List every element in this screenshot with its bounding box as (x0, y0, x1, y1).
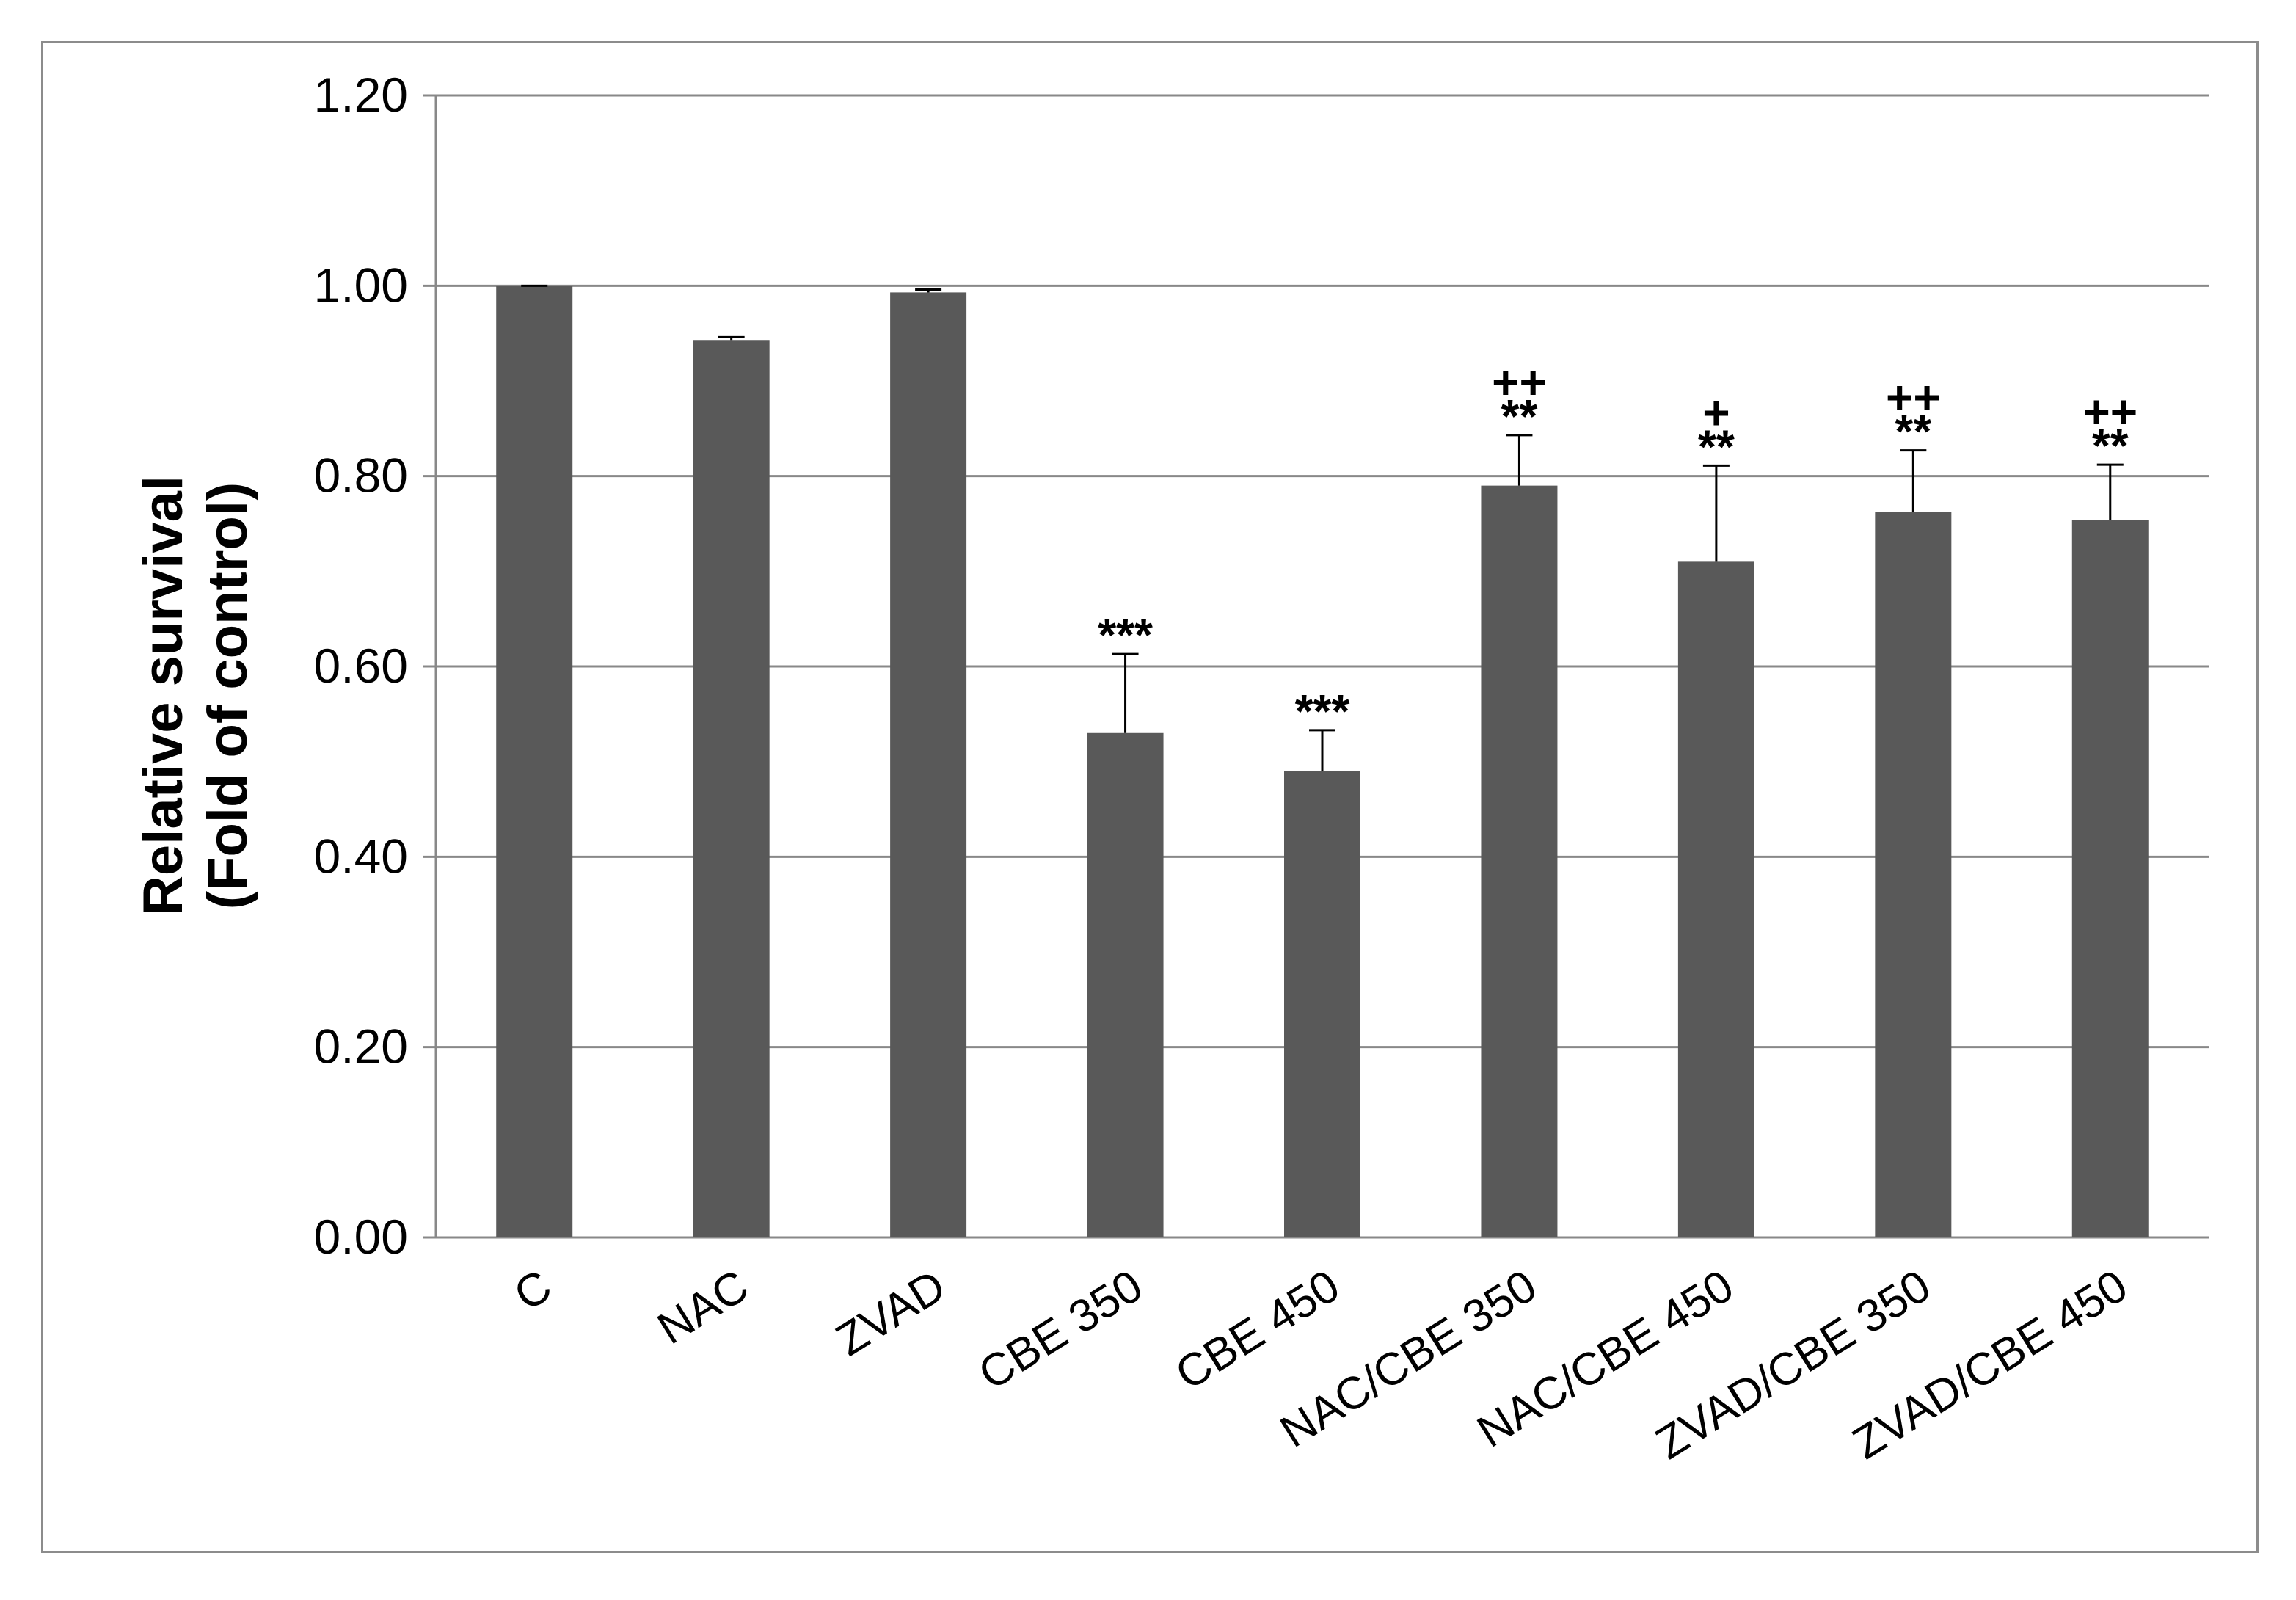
y-axis-label-line: (Fold of control) (197, 482, 259, 910)
bar (1087, 732, 1164, 1237)
bar (693, 340, 770, 1237)
significance-stars: *** (1098, 608, 1153, 661)
significance-plus: ++ (1492, 356, 1547, 409)
y-axis-label: Relative survival (Fold of control) (132, 476, 259, 916)
x-category-label: C (506, 1260, 561, 1320)
y-tick-label: 1.20 (314, 68, 408, 122)
bar (1284, 771, 1360, 1237)
bars (496, 286, 2149, 1238)
bar (496, 286, 573, 1237)
significance-plus: ++ (1886, 371, 1941, 424)
y-tick-label: 0.80 (314, 448, 408, 503)
significance-plus: ++ (2082, 385, 2138, 438)
y-axis-label-line: Relative survival (132, 476, 194, 916)
significance-stars: ** (2092, 419, 2129, 472)
bar (1677, 561, 1754, 1237)
x-category-label: CBE 350 (970, 1260, 1151, 1400)
significance-stars: ** (1698, 420, 1735, 473)
significance-stars: *** (1295, 685, 1350, 738)
bar (1481, 485, 1558, 1238)
y-tick-label: 0.00 (314, 1210, 408, 1264)
x-category-label: NAC (649, 1260, 758, 1354)
significance-markers: ********++**+ **++**++ (1098, 356, 2138, 738)
y-tick-label: 0.60 (314, 639, 408, 693)
x-category-label: CBE 450 (1167, 1260, 1348, 1400)
bar (1875, 512, 1952, 1237)
y-axis-ticks: 0.00 0.20 0.40 0.60 0.80 1.00 1.20 (314, 68, 408, 1264)
bar (890, 292, 967, 1237)
y-tick-label: 1.00 (314, 258, 408, 312)
x-category-label: ZVAD (828, 1260, 955, 1366)
significance-plus: + (1702, 386, 1730, 439)
significance-stars: ** (1501, 390, 1538, 443)
y-tick-label: 0.20 (314, 1019, 408, 1074)
y-tick-label: 0.40 (314, 829, 408, 883)
significance-stars: ** (1895, 405, 1931, 458)
bar (2071, 520, 2149, 1237)
error-bars (521, 284, 2124, 771)
